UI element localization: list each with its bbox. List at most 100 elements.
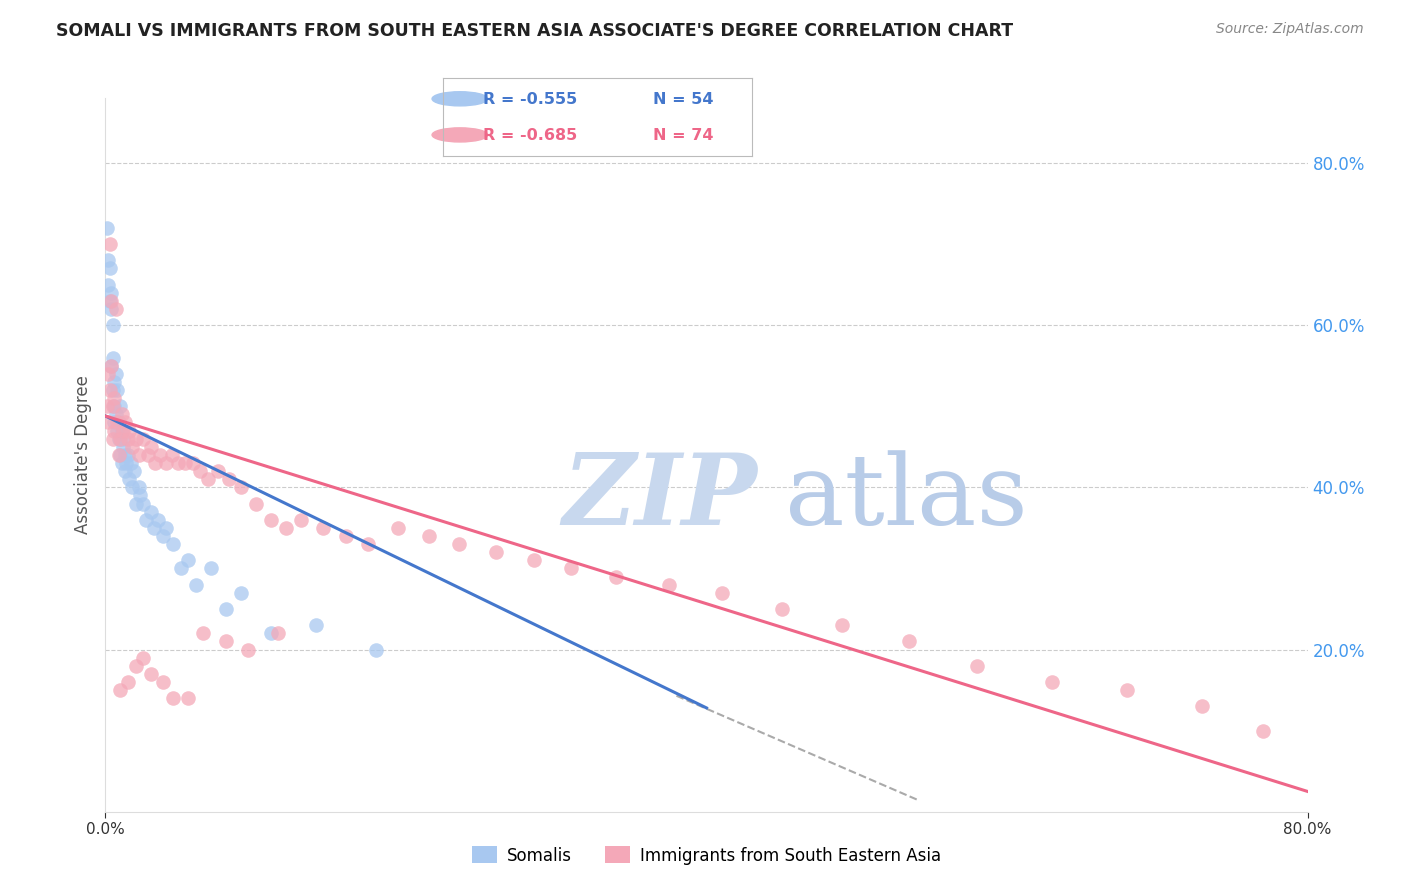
Point (214, 602, 236, 616)
Text: R = -0.685: R = -0.685 (484, 128, 578, 144)
Point (112, 440, 135, 454)
Circle shape (432, 128, 488, 142)
Point (658, 577, 681, 591)
Point (1040, 675, 1063, 690)
Point (101, 318, 124, 333)
Point (97, 416, 120, 430)
Point (100, 285, 122, 300)
Point (162, 537, 184, 551)
Point (169, 561, 191, 575)
Point (114, 448, 136, 462)
Point (229, 586, 252, 600)
Circle shape (432, 92, 488, 106)
Point (103, 399, 125, 413)
Point (118, 472, 141, 486)
Point (98, 261, 121, 276)
Point (100, 293, 122, 308)
Text: N = 54: N = 54 (654, 92, 714, 107)
Point (162, 691, 184, 706)
Point (111, 456, 134, 470)
Point (124, 432, 146, 446)
Point (364, 642, 387, 657)
Point (160, 448, 183, 462)
Point (770, 602, 793, 616)
Point (96, 399, 118, 413)
Point (104, 408, 127, 422)
Point (96, 220, 118, 235)
Point (274, 521, 297, 535)
Point (101, 383, 124, 397)
Point (166, 456, 188, 470)
Point (155, 521, 177, 535)
Point (108, 448, 131, 462)
Point (312, 521, 335, 535)
Point (605, 569, 627, 583)
Point (98, 293, 121, 308)
Point (966, 658, 988, 673)
Point (1116, 683, 1139, 698)
Point (111, 424, 134, 438)
Point (110, 448, 132, 462)
Point (146, 513, 169, 527)
Point (115, 456, 138, 470)
Point (135, 513, 157, 527)
Point (117, 448, 139, 462)
Point (523, 553, 546, 567)
Point (103, 375, 125, 389)
Point (229, 480, 252, 494)
Point (124, 658, 146, 673)
Point (110, 432, 132, 446)
Point (100, 359, 122, 373)
Point (245, 497, 267, 511)
Text: R = -0.555: R = -0.555 (484, 92, 578, 107)
Point (103, 391, 125, 405)
Point (184, 577, 207, 591)
Point (710, 586, 733, 600)
Point (108, 432, 131, 446)
Point (260, 626, 283, 640)
Point (218, 472, 240, 486)
Point (387, 521, 409, 535)
Point (139, 505, 162, 519)
Point (155, 456, 177, 470)
Point (103, 424, 125, 438)
Text: Source: ZipAtlas.com: Source: ZipAtlas.com (1216, 22, 1364, 37)
Point (143, 456, 166, 470)
Point (117, 432, 139, 446)
Y-axis label: Associate's Degree: Associate's Degree (73, 376, 91, 534)
Point (103, 416, 125, 430)
Point (174, 456, 197, 470)
Point (152, 675, 174, 690)
Point (121, 440, 143, 454)
Legend: Somalis, Immigrants from South Eastern Asia: Somalis, Immigrants from South Eastern A… (465, 839, 948, 871)
Point (136, 448, 159, 462)
Point (110, 399, 132, 413)
Text: SOMALI VS IMMIGRANTS FROM SOUTH EASTERN ASIA ASSOCIATE'S DEGREE CORRELATION CHAR: SOMALI VS IMMIGRANTS FROM SOUTH EASTERN … (56, 22, 1014, 40)
Point (898, 634, 921, 648)
Point (97, 253, 120, 268)
Text: ZIP: ZIP (562, 450, 758, 546)
Point (200, 561, 222, 575)
Text: N = 74: N = 74 (654, 128, 714, 144)
Point (139, 666, 162, 681)
Point (121, 480, 143, 494)
Point (108, 416, 131, 430)
Point (197, 472, 219, 486)
Point (101, 399, 124, 413)
Point (112, 424, 135, 438)
Point (98, 237, 121, 252)
Point (132, 650, 155, 665)
Point (107, 383, 129, 397)
Point (177, 553, 200, 567)
Point (107, 424, 129, 438)
Point (335, 529, 357, 543)
Point (148, 448, 170, 462)
Point (831, 618, 853, 632)
Point (139, 440, 162, 454)
Point (117, 675, 139, 690)
Point (101, 432, 124, 446)
Point (129, 488, 152, 502)
Point (97, 367, 120, 381)
Point (128, 480, 150, 494)
Point (290, 513, 312, 527)
